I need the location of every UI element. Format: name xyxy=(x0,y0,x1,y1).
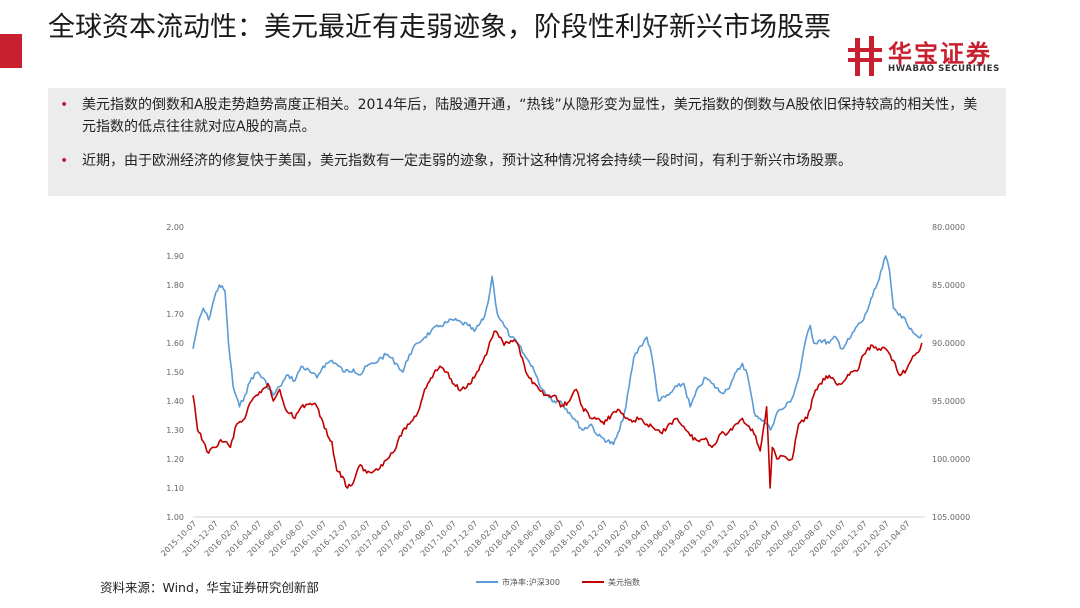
y-right-tick-label: 100.0000 xyxy=(932,455,970,464)
y-left-tick-label: 1.30 xyxy=(166,426,184,435)
y-left-tick-label: 2.00 xyxy=(166,223,184,232)
source-note: 资料来源：Wind，华宝证券研究创新部 xyxy=(100,580,319,595)
y-left-tick-label: 1.80 xyxy=(166,281,184,290)
y-right-tick-label: 90.0000 xyxy=(932,339,965,348)
dual-axis-line-chart: 2.00 1.90 1.80 1.70 1.60 1.50 1.40 1.30 1.20 1.10… xyxy=(159,223,970,587)
y-right-tick-label: 85.0000 xyxy=(932,281,965,290)
brand-name-en: HWABAO SECURITIES xyxy=(888,64,1000,74)
brand-logo: 华宝证券 HWABAO SECURITIES xyxy=(846,34,1046,80)
y-left-tick-label: 1.10 xyxy=(166,484,184,493)
bullet-text: 近期，由于欧洲经济的修复快于美国，美元指数有一定走弱的迹象，预计这种情况将会持续… xyxy=(82,153,852,169)
key-points-box: • 美元指数的倒数和A股走势趋势高度正相关。2014年后，陆股通开通，“热钱”从… xyxy=(48,88,1006,196)
y-right-tick-label: 80.0000 xyxy=(932,223,965,232)
bullet-item: • 美元指数的倒数和A股走势趋势高度正相关。2014年后，陆股通开通，“热钱”从… xyxy=(60,94,990,138)
y-left-tick-label: 1.60 xyxy=(166,339,184,348)
y-left-tick-label: 1.70 xyxy=(166,310,184,319)
y-left-tick-label: 1.90 xyxy=(166,252,184,261)
bullet-dot-icon: • xyxy=(60,153,69,169)
bullet-text: 美元指数的倒数和A股走势趋势高度正相关。2014年后，陆股通开通，“热钱”从隐形… xyxy=(82,97,978,135)
series-line-dollar-index xyxy=(192,330,923,489)
bullet-item: • 近期，由于欧洲经济的修复快于美国，美元指数有一定走弱的迹象，预计这种情况将会… xyxy=(60,150,990,172)
bullet-dot-icon: • xyxy=(60,97,69,113)
slide-title: 全球资本流动性：美元最近有走弱迹象，阶段性利好新兴市场股票 xyxy=(48,12,831,43)
series-line-pb-hs300 xyxy=(192,255,923,446)
legend-label: 美元指数 xyxy=(608,577,640,587)
legend-label: 市净率:沪深300 xyxy=(502,577,560,587)
title-accent-bar xyxy=(0,34,22,68)
y-left-tick-label: 1.40 xyxy=(166,397,184,406)
y-right-tick-label: 105.0000 xyxy=(932,513,970,522)
y-left-tick-label: 1.00 xyxy=(166,513,184,522)
brand-name-cn: 华宝证券 xyxy=(888,40,992,68)
y-right-tick-label: 95.0000 xyxy=(932,397,965,406)
hwabao-logo-icon xyxy=(848,36,882,76)
y-left-tick-label: 1.50 xyxy=(166,368,184,377)
y-left-tick-label: 1.20 xyxy=(166,455,184,464)
